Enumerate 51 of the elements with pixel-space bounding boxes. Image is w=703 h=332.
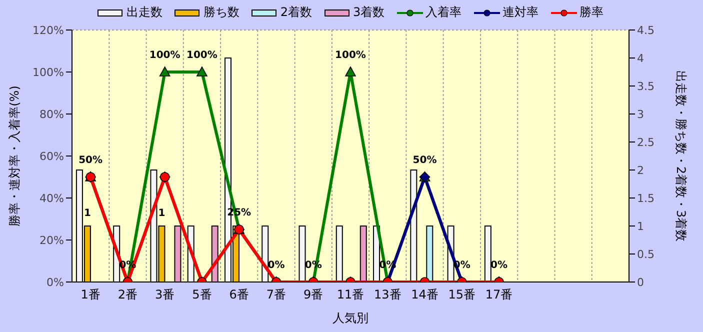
legend-label: 3着数 (353, 4, 385, 21)
x-tick-label: 17番 (485, 288, 513, 302)
x-tick-label: 7番 (266, 288, 286, 302)
x-tick-label: 3番 (155, 288, 175, 302)
y-tick-label: 60% (40, 150, 64, 163)
y2-axis-title: 出走数・勝ち数・2着数・3着数 (674, 70, 688, 242)
legend-label: 勝率 (580, 4, 604, 21)
data-label: 100% (149, 50, 180, 61)
data-label: 100% (335, 50, 366, 61)
y2-tick-label: 4 (637, 52, 644, 65)
y-axis-title: 勝率・連対率・入着率(%) (7, 86, 22, 226)
point (196, 66, 208, 76)
y2-tick-label: 1.5 (637, 192, 654, 205)
y2-tick-label: 0.5 (637, 248, 654, 261)
legend-label: 連対率 (502, 4, 539, 21)
y2-tick-label: 3 (637, 108, 644, 121)
y2-tick-label: 0 (637, 276, 644, 289)
data-label: 0% (119, 260, 136, 271)
data-label: 50% (412, 155, 437, 166)
x-tick-label: 1番 (80, 288, 100, 302)
x-tick-label: 9番 (304, 288, 324, 302)
x-tick-label: 13番 (374, 288, 402, 302)
data-label: 50% (78, 155, 103, 166)
y-tick-label: 0% (46, 276, 64, 289)
y-tick-label: 100% (32, 66, 64, 79)
y2-tick-label: 4.5 (637, 24, 654, 37)
x-tick-label: 6番 (229, 288, 249, 302)
legend-label: 2着数 (280, 4, 312, 21)
point (345, 66, 356, 76)
y2-tick-label: 2.5 (637, 136, 654, 149)
x-tick-label: 11番 (336, 288, 364, 302)
legend-label: 入着率 (426, 4, 462, 21)
x-tick-label: 2番 (118, 288, 138, 302)
legend-label: 勝ち数 (203, 4, 240, 21)
y-tick-label: 40% (40, 192, 64, 205)
x-tick-label: 5番 (192, 288, 212, 302)
y-tick-label: 20% (40, 234, 64, 247)
data-label: 1 (84, 208, 91, 219)
y-tick-label: 80% (40, 108, 64, 121)
data-label: 1 (158, 208, 166, 219)
x-tick-label: 14番 (411, 288, 438, 302)
x-axis-title: 人気別 (332, 311, 368, 325)
legend-label: 出走数 (126, 4, 162, 21)
y-tick-label: 120% (32, 24, 64, 37)
x-tick-label: 15番 (448, 288, 476, 302)
data-label: 100% (186, 50, 218, 61)
data-label: 0% (268, 260, 285, 271)
y2-tick-label: 3.5 (637, 80, 654, 93)
y2-tick-label: 1 (637, 220, 644, 233)
point (159, 66, 170, 76)
y2-tick-label: 2 (637, 164, 644, 177)
